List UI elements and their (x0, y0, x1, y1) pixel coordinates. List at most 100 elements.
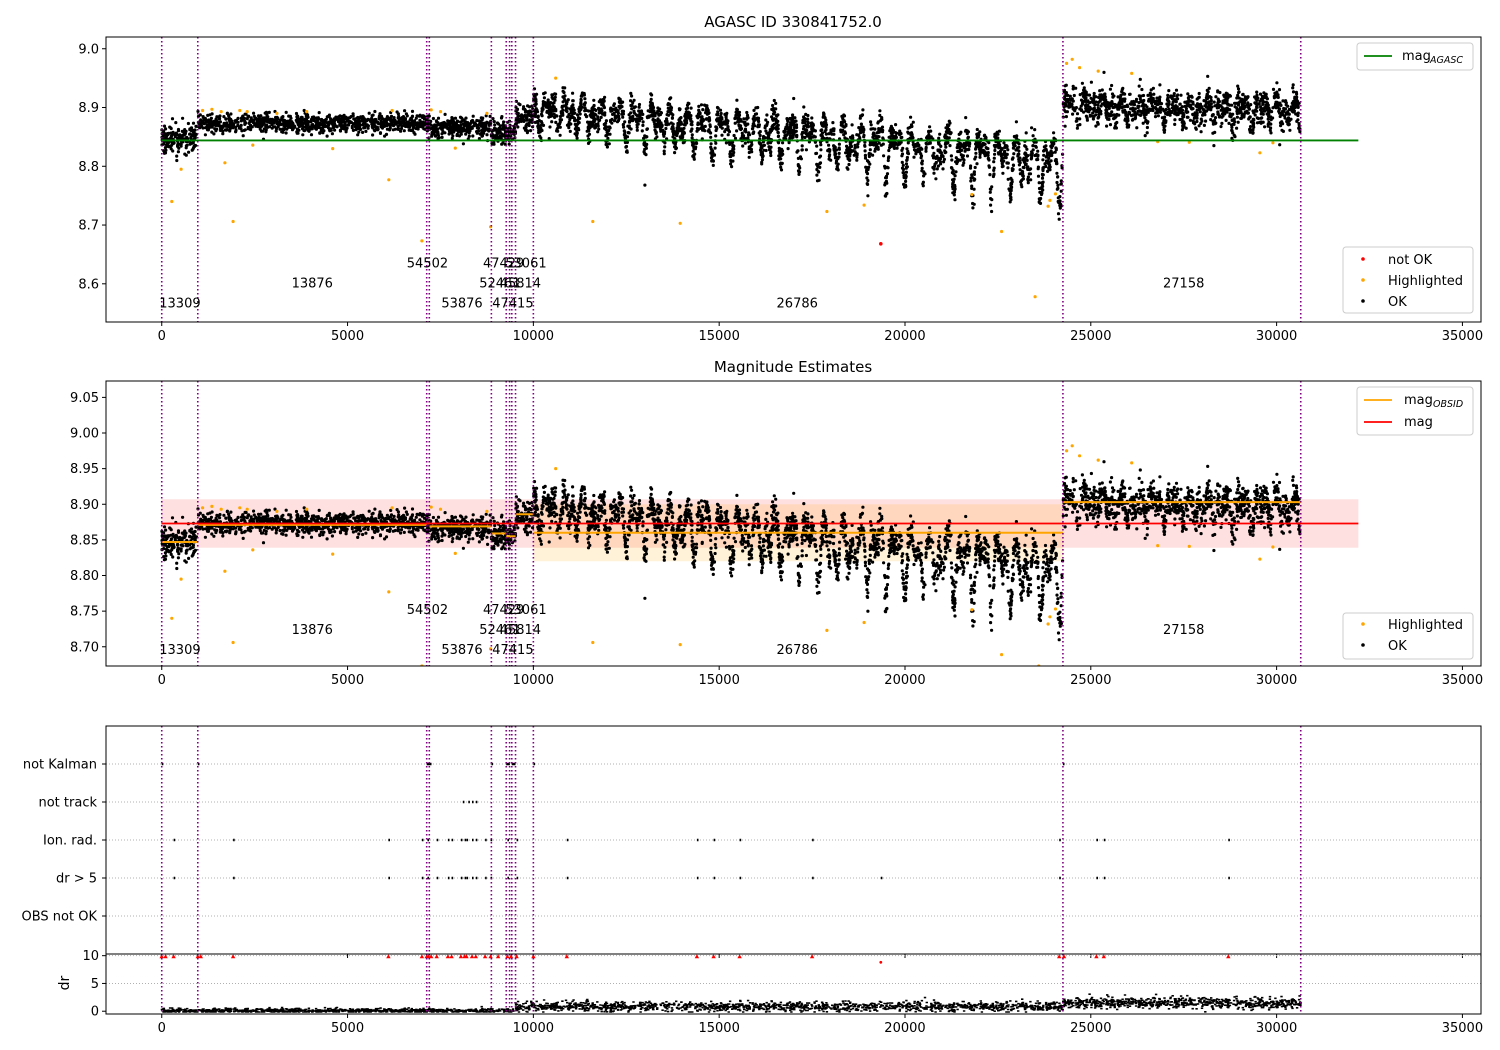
x-tick-label: 0 (158, 1021, 166, 1036)
legend-label: not OK (1388, 253, 1433, 268)
x-tick-label: 35000 (1442, 329, 1483, 344)
x-tick-label: 10000 (513, 673, 554, 688)
panel-mag-estimates-legend-bottom: Highlighted OK (1342, 612, 1474, 660)
y-tick-label: 8.9 (78, 101, 99, 116)
y-tick-label: 9.0 (78, 42, 99, 57)
highlighted-points (170, 444, 1275, 666)
legend-label: Highlighted (1388, 274, 1463, 289)
legend-label: mag (1402, 49, 1431, 64)
flag-row-label: dr > 5 (56, 872, 97, 887)
x-tick-label: 0 (158, 329, 166, 344)
panel-flags: not Kalman not track Ion. rad. dr > 5 OBS no… (22, 726, 1481, 958)
x-tick-label: 25000 (1070, 329, 1111, 344)
x-tick-label: 30000 (1256, 673, 1297, 688)
legend-label: mag (1404, 393, 1433, 408)
flag-row-label: OBS not OK (22, 910, 98, 925)
y-tick-label: 8.7 (78, 219, 99, 234)
obsid-label: 53061 (505, 256, 546, 271)
flag-points (173, 876, 1230, 880)
legend-subscript: OBSID (1433, 399, 1463, 410)
dr-large-markers (159, 954, 1231, 959)
panel-flags-dr-frame (105, 725, 1482, 1015)
x-tick-label: 0 (158, 673, 166, 688)
panel-agasc-plot-area: 13309 13876 54502 53876 47429 52461 47415 45814… (159, 37, 1359, 322)
x-tick-label: 20000 (884, 329, 925, 344)
y-tick-label: 10 (82, 949, 99, 964)
ok-outlier-point (643, 596, 647, 600)
y-tick-label: 8.70 (70, 640, 99, 655)
y-tick-label: 8.85 (70, 533, 99, 548)
x-tick-label: 10000 (513, 329, 554, 344)
legend-label: mag (1404, 415, 1433, 430)
legend-marker-swatch (1361, 622, 1365, 626)
y-tick-label: 8.80 (70, 569, 99, 584)
obsid-label: 45814 (500, 623, 541, 638)
flag-row-label: Ion. rad. (43, 834, 97, 849)
highlighted-points (170, 57, 1275, 299)
obsid-label: 54502 (407, 603, 448, 618)
x-tick-label: 5000 (331, 1021, 364, 1036)
obsid-label: 13309 (159, 643, 200, 658)
legend-box (1342, 612, 1474, 660)
ok-points (160, 70, 1302, 221)
panel-mag-estimates-title: Magnitude Estimates (714, 358, 872, 376)
panel-agasc: AGASC ID 330841752.0 13309 13876 54502 5387… (78, 13, 1483, 344)
panel-mag-estimates-frame (105, 380, 1482, 667)
obsid-label: 13309 (159, 296, 200, 311)
legend-label: Highlighted (1388, 618, 1463, 633)
y-tick-label: 0 (91, 1005, 99, 1020)
dr-outlier-point (879, 960, 883, 964)
obsid-label: 27158 (1163, 276, 1204, 291)
obsid-label: 47415 (492, 643, 533, 658)
y-tick-label: 5 (91, 977, 99, 992)
obsid-label: 53876 (441, 643, 482, 658)
flag-points (173, 838, 1230, 842)
obsid-label: 26786 (777, 296, 818, 311)
obsid-label: 27158 (1163, 623, 1204, 638)
flag-row-label: not track (38, 796, 97, 811)
y-tick-label: 8.6 (78, 277, 99, 292)
obsid-label: 52461 (479, 276, 520, 291)
x-tick-label: 35000 (1442, 673, 1483, 688)
legend-marker-swatch (1361, 257, 1365, 261)
x-tick-label: 20000 (884, 673, 925, 688)
obsid-label: 53876 (441, 296, 482, 311)
panel-dr-plot-area (106, 954, 1481, 1014)
dr-points (160, 993, 1302, 1013)
x-tick-label: 5000 (331, 329, 364, 344)
panel-agasc-legend-bottom: not OK Highlighted OK (1342, 246, 1474, 314)
y-tick-label: 8.75 (70, 605, 99, 620)
x-tick-label: 15000 (698, 673, 739, 688)
points-layer (160, 444, 1302, 666)
y-tick-label: 9.05 (70, 391, 99, 406)
panel-agasc-frame (105, 36, 1482, 323)
obsid-label: 26786 (777, 643, 818, 658)
legend-marker-swatch (1361, 299, 1365, 303)
y-tick-label: 8.8 (78, 160, 99, 175)
ok-outlier-point (643, 183, 647, 187)
legend-box (1356, 42, 1474, 71)
panel-mag-estimates: Magnitude Estimates 13309 13876 54502 53876… (70, 358, 1483, 688)
x-tick-label: 20000 (884, 1021, 925, 1036)
not-ok-point (879, 242, 883, 246)
legend-marker-swatch (1361, 278, 1365, 282)
obsid-label: 45814 (500, 276, 541, 291)
panel-flags-plot-area (106, 726, 1481, 954)
x-tick-label: 10000 (513, 1021, 554, 1036)
obsid-label: 47415 (492, 296, 533, 311)
legend-label: OK (1388, 295, 1407, 310)
legend-marker-swatch (1361, 643, 1365, 647)
obsid-label: 13876 (292, 276, 333, 291)
flag-row-label: not Kalman (23, 758, 97, 773)
x-tick-label: 25000 (1070, 1021, 1111, 1036)
legend-box (1342, 246, 1474, 314)
obsid-label: 54502 (407, 256, 448, 271)
flag-points (462, 800, 478, 804)
panel-mag-estimates-plot-area: 13309 13876 54502 53876 47429 52461 47415 45814… (159, 381, 1359, 666)
obsid-label: 47429 (483, 256, 524, 271)
y-tick-label: 8.90 (70, 498, 99, 513)
obsid-label: 47429 (483, 603, 524, 618)
x-tick-label: 25000 (1070, 673, 1111, 688)
